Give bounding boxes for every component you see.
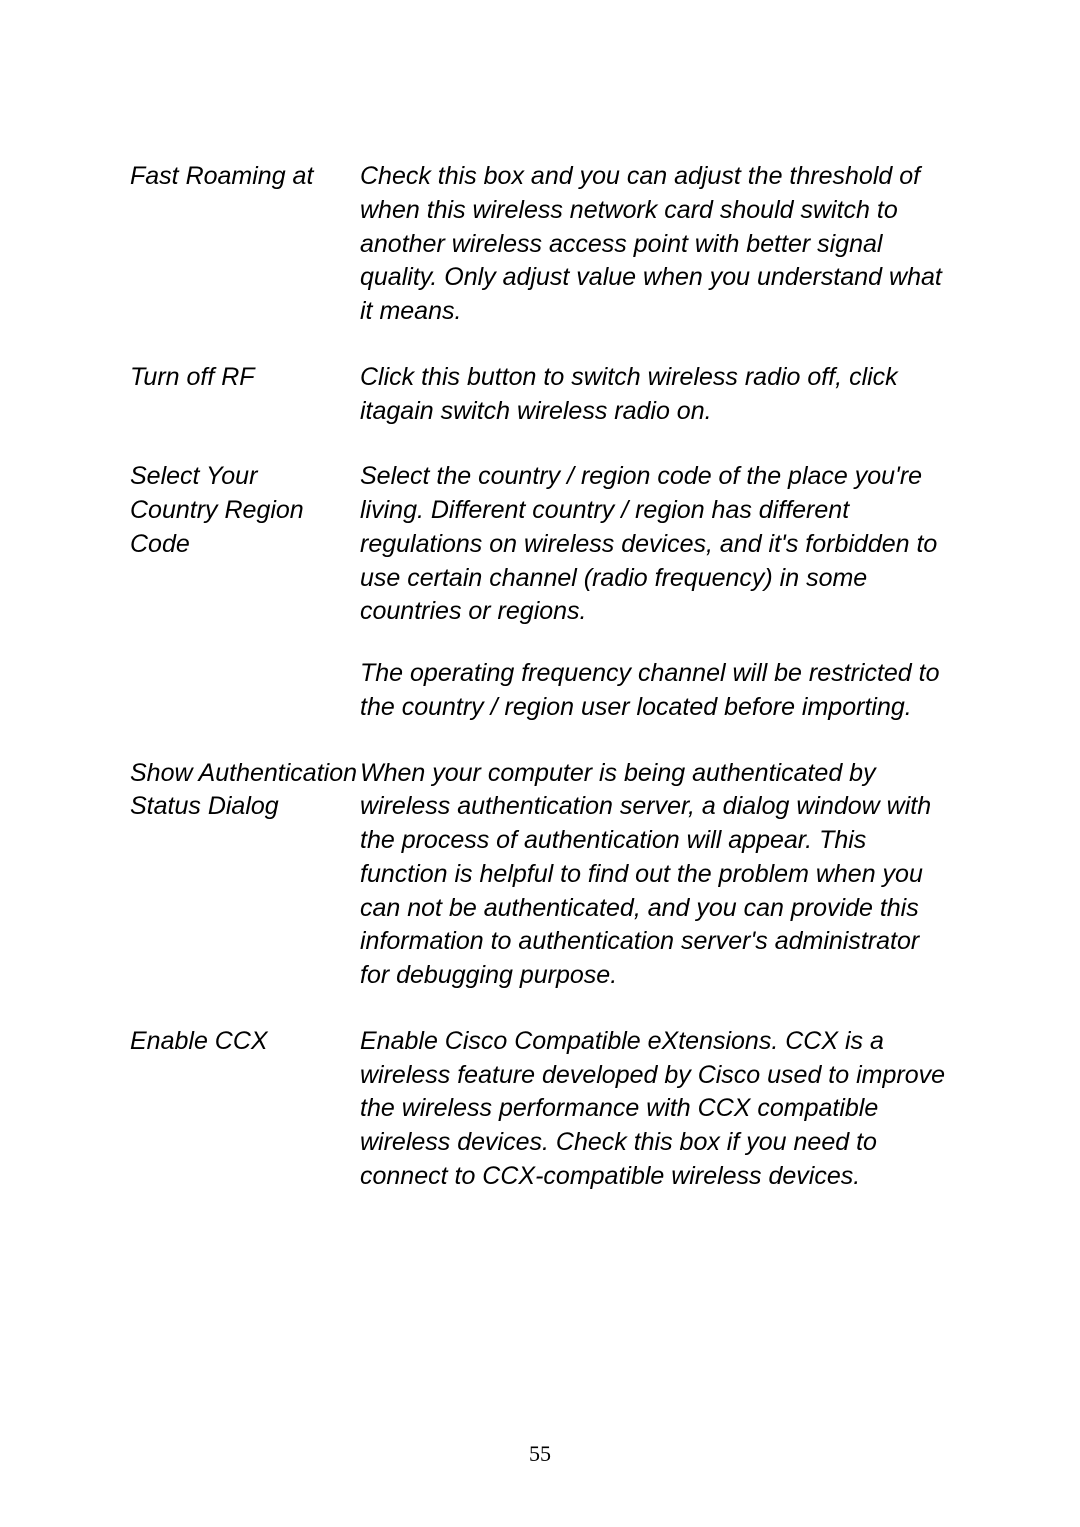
- definition-row: Turn off RF Click this button to switch …: [130, 361, 950, 429]
- desc-paragraph: Click this button to switch wireless rad…: [360, 361, 950, 429]
- term-description: Enable Cisco Compatible eXtensions. CCX …: [360, 1025, 950, 1194]
- desc-paragraph: living. Different country / region has d…: [360, 494, 950, 629]
- term-label: Fast Roaming at: [130, 160, 360, 194]
- term-label: Enable CCX: [130, 1025, 360, 1059]
- desc-paragraph: The operating frequency channel will be …: [360, 657, 950, 725]
- term-description: living. Different country / region has d…: [360, 494, 950, 725]
- definition-row: Show Authentication Status Dialog When y…: [130, 757, 950, 993]
- page-number: 55: [0, 1441, 1080, 1467]
- term-description: When your computer is being authenticate…: [360, 757, 950, 993]
- term-description: Select the country / region code of the …: [360, 460, 950, 494]
- definition-row: Country Region Code living. Different co…: [130, 494, 950, 725]
- term-description: Click this button to switch wireless rad…: [360, 361, 950, 429]
- definition-row: Enable CCX Enable Cisco Compatible eXten…: [130, 1025, 950, 1194]
- desc-paragraph: Select the country / region code of the …: [360, 460, 950, 494]
- desc-paragraph: Check this box and you can adjust the th…: [360, 160, 950, 329]
- definition-row: Select Your Select the country / region …: [130, 460, 950, 494]
- desc-paragraph: Enable Cisco Compatible eXtensions. CCX …: [360, 1025, 950, 1194]
- term-label: Country Region Code: [130, 494, 360, 562]
- document-page: Fast Roaming at Check this box and you c…: [0, 0, 1080, 1527]
- term-label: Turn off RF: [130, 361, 360, 395]
- term-label: Select Your: [130, 460, 360, 494]
- term-description: Check this box and you can adjust the th…: [360, 160, 950, 329]
- desc-paragraph: When your computer is being authenticate…: [360, 757, 950, 993]
- definition-row: Fast Roaming at Check this box and you c…: [130, 160, 950, 329]
- term-label: Show Authentication Status Dialog: [130, 757, 360, 825]
